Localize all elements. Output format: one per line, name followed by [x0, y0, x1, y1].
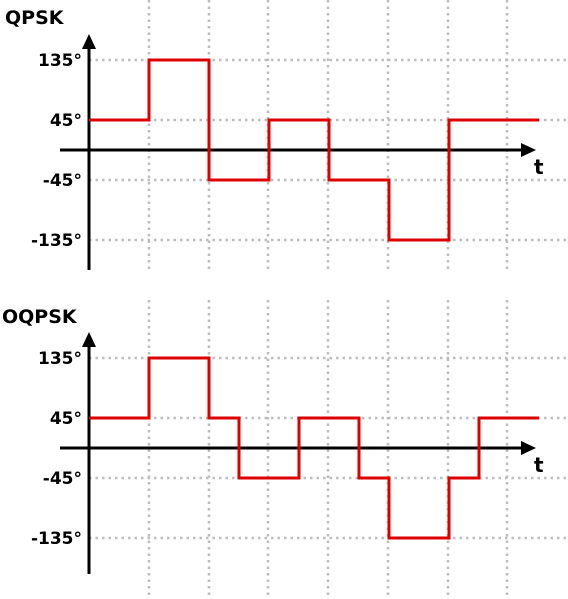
- oqpsk-phase-signal: [89, 356, 539, 540]
- oqpsk-y-axis-arrow: [82, 332, 96, 347]
- oqpsk-x-axis-label: t: [534, 453, 544, 477]
- oqpsk-x-axis-arrow: [521, 441, 536, 455]
- oqpsk-panel: 135° 45° -45° -135° t OQPSK: [2, 300, 568, 599]
- qpsk-ytick-label: 45°: [50, 111, 82, 131]
- oqpsk-ytick-label: -135°: [31, 529, 82, 549]
- qpsk-ytick-label: 135°: [38, 51, 82, 71]
- qpsk-ytick-label: -135°: [31, 231, 82, 251]
- oqpsk-title: OQPSK: [2, 306, 78, 328]
- qpsk-x-axis-label: t: [534, 155, 544, 179]
- oqpsk-ytick-label: 135°: [38, 349, 82, 369]
- qpsk-ytick-label: -45°: [43, 171, 82, 191]
- oqpsk-ytick-label: 45°: [50, 409, 82, 429]
- qpsk-title: QPSK: [5, 7, 65, 29]
- qpsk-x-axis-arrow: [521, 143, 536, 157]
- qpsk-phase-signal: [89, 58, 539, 242]
- oqpsk-ytick-label: -45°: [43, 469, 82, 489]
- qpsk-y-axis-arrow: [82, 34, 96, 49]
- qpsk-panel: 135° 45° -45° -135° t QPSK: [5, 0, 568, 270]
